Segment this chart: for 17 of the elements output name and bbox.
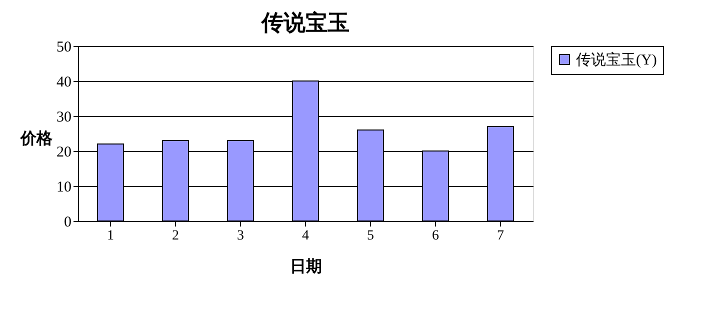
chart-title: 传说宝玉 (260, 10, 350, 35)
y-tick-label: 50 (56, 40, 72, 56)
y-axis-title: 价格 (20, 130, 54, 148)
x-tick-label: 1 (107, 228, 114, 244)
x-tick-label: 5 (367, 228, 374, 244)
x-tick-label: 6 (432, 228, 439, 244)
x-axis-title: 日期 (290, 258, 322, 276)
y-tick-label: 30 (56, 110, 72, 126)
x-tick-label: 7 (497, 228, 504, 244)
y-tick-label: 20 (56, 144, 72, 160)
x-tick-label: 2 (172, 228, 179, 244)
legend-label: 传说宝玉(Y) (576, 52, 657, 68)
x-tick-label: 4 (302, 228, 309, 244)
y-tick-label: 10 (56, 180, 72, 196)
y-tick-label: 40 (56, 74, 72, 90)
y-tick-label: 0 (64, 214, 72, 230)
x-tick-label: 3 (237, 228, 244, 244)
